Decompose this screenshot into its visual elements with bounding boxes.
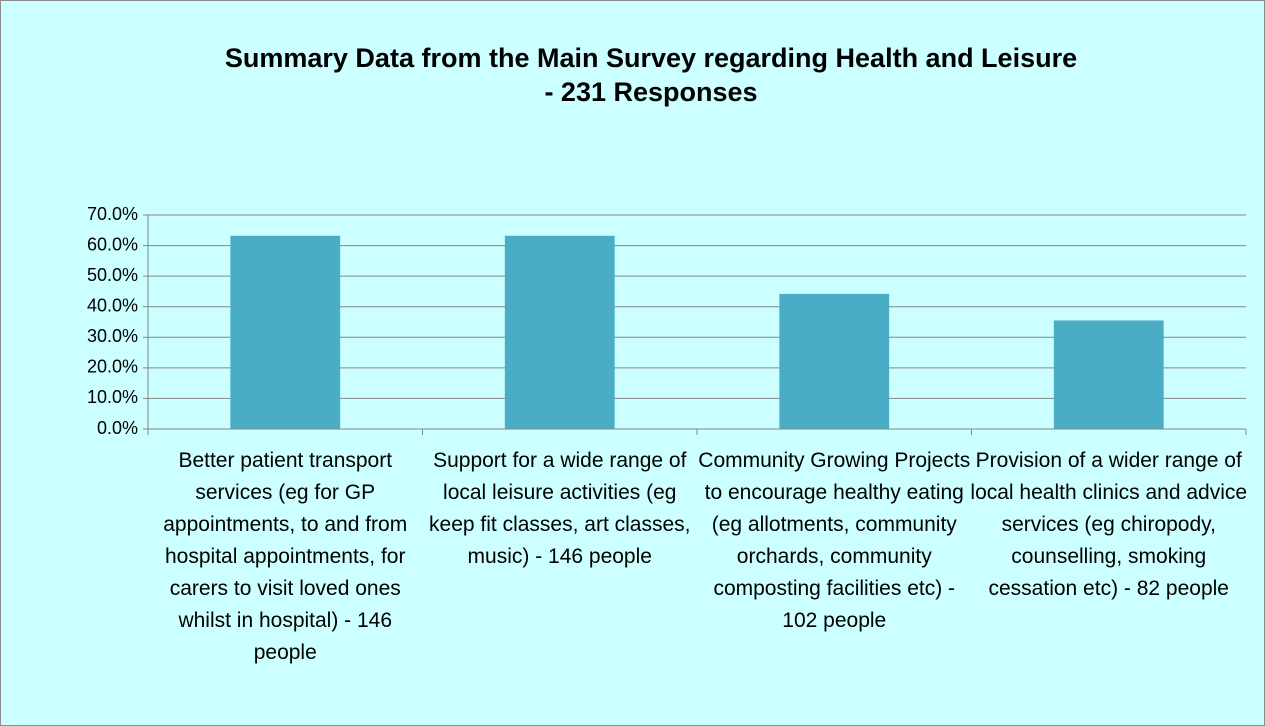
y-tick-label: 0.0% [97, 418, 138, 438]
y-tick-label: 10.0% [87, 387, 138, 407]
x-tick-label: Support for a wide range of local leisur… [429, 449, 691, 568]
x-tick-label: Community Growing Projects to encourage … [698, 449, 971, 632]
y-tick-label: 40.0% [87, 295, 138, 315]
y-tick-label: 20.0% [87, 357, 138, 377]
y-tick-label: 50.0% [87, 265, 138, 285]
bar [230, 235, 341, 429]
chart-title: Summary Data from the Main Survey regard… [224, 43, 1078, 73]
x-tick-label: Provision of a wider range of local heal… [970, 449, 1248, 600]
x-tick-label: Better patient transport services (eg fo… [163, 449, 408, 664]
chart-title-block: Summary Data from the Main Survey regard… [181, 41, 1121, 109]
y-tick-label: 30.0% [87, 326, 138, 346]
y-tick-label: 70.0% [87, 204, 138, 224]
chart-subtitle: - 231 Responses [544, 77, 758, 107]
bar [1053, 320, 1164, 429]
y-tick-label: 60.0% [87, 234, 138, 254]
bar [779, 293, 890, 429]
bar [504, 235, 615, 429]
